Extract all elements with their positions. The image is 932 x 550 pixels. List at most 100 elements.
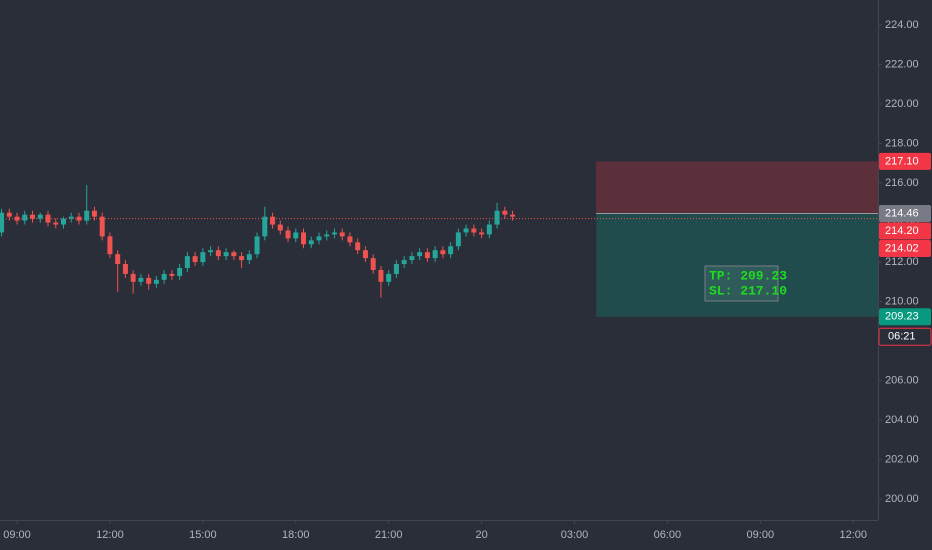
candle-body bbox=[130, 273, 136, 282]
y-tick-label: 206.00 bbox=[885, 374, 919, 386]
candle-body bbox=[293, 232, 299, 239]
x-tick-label: 09:00 bbox=[3, 529, 31, 541]
y-tick-label: 224.00 bbox=[885, 19, 919, 31]
candle-body bbox=[479, 232, 485, 235]
candle-body bbox=[262, 216, 268, 237]
x-tick-label: 06:00 bbox=[654, 529, 682, 541]
candle-body bbox=[463, 228, 469, 233]
candle-body bbox=[347, 236, 353, 243]
candle-body bbox=[277, 224, 283, 231]
candle-body bbox=[53, 222, 59, 225]
candle-body bbox=[146, 277, 152, 284]
x-tick-label: 12:00 bbox=[839, 529, 867, 541]
candle-body bbox=[84, 210, 90, 221]
candle-body bbox=[432, 250, 438, 259]
candle-body bbox=[362, 250, 368, 259]
candle-body bbox=[424, 252, 430, 259]
candle-body bbox=[471, 228, 477, 233]
candle-body bbox=[68, 216, 74, 219]
y-tick-label: 212.00 bbox=[885, 256, 919, 268]
candle-body bbox=[223, 252, 229, 257]
x-tick-label: 03:00 bbox=[561, 529, 589, 541]
candle-body bbox=[99, 216, 105, 237]
candle-body bbox=[455, 232, 461, 247]
candle-body bbox=[231, 252, 237, 257]
x-tick-label: 15:00 bbox=[189, 529, 217, 541]
candle-body bbox=[494, 210, 500, 225]
candle-body bbox=[215, 250, 221, 257]
stop-zone bbox=[596, 161, 878, 214]
candle-body bbox=[254, 236, 260, 255]
candle-body bbox=[486, 224, 492, 235]
candle-body bbox=[239, 256, 245, 261]
candle-body bbox=[246, 254, 252, 261]
countdown-bg bbox=[878, 327, 932, 346]
candle-body bbox=[122, 264, 128, 274]
candle-body bbox=[301, 232, 307, 245]
candle-body bbox=[153, 279, 159, 284]
candle-body bbox=[510, 214, 516, 217]
candle-body bbox=[169, 273, 175, 276]
candle-body bbox=[393, 264, 399, 274]
candle-body bbox=[409, 256, 415, 261]
price-label: 214.02 bbox=[885, 242, 919, 254]
price-label: 209.23 bbox=[885, 311, 919, 323]
candle-body bbox=[60, 218, 66, 225]
candle-body bbox=[417, 252, 423, 257]
candle-body bbox=[177, 267, 183, 276]
candle-body bbox=[76, 216, 82, 221]
candle-body bbox=[331, 232, 337, 235]
candle-body bbox=[378, 269, 384, 282]
candle-body bbox=[138, 277, 144, 282]
countdown: 06:21 bbox=[888, 331, 916, 343]
candle-body bbox=[401, 260, 407, 265]
candle-body bbox=[0, 212, 5, 233]
candle-body bbox=[115, 254, 121, 265]
price-label: 214.20 bbox=[885, 225, 919, 237]
y-tick-label: 216.00 bbox=[885, 177, 919, 189]
candle-body bbox=[370, 258, 376, 270]
candle-body bbox=[208, 250, 214, 253]
y-tick-label: 210.00 bbox=[885, 295, 919, 307]
candle-body bbox=[22, 214, 28, 221]
price-label-bg bbox=[879, 308, 931, 326]
candle-body bbox=[324, 234, 330, 237]
x-tick-label: 21:00 bbox=[375, 529, 403, 541]
candle-body bbox=[30, 214, 36, 219]
candle-body bbox=[386, 273, 392, 282]
y-tick-label: 202.00 bbox=[885, 453, 919, 465]
price-label: 214.46 bbox=[885, 207, 919, 219]
x-tick-label: 09:00 bbox=[747, 529, 775, 541]
annotation-text: TP: 209.23 bbox=[709, 268, 787, 283]
price-label-bg bbox=[879, 239, 931, 257]
y-tick-label: 218.00 bbox=[885, 137, 919, 149]
candle-body bbox=[285, 230, 291, 239]
candle-body bbox=[107, 236, 113, 255]
candle-body bbox=[37, 214, 43, 219]
candle-body bbox=[192, 256, 198, 263]
candle-body bbox=[308, 240, 314, 245]
candle-body bbox=[91, 210, 97, 217]
price-label-bg bbox=[879, 204, 931, 222]
y-tick-label: 222.00 bbox=[885, 58, 919, 70]
candle-body bbox=[6, 212, 12, 217]
candle-body bbox=[161, 273, 167, 280]
price-label-bg bbox=[879, 222, 931, 240]
candle-body bbox=[184, 256, 190, 268]
candle-body bbox=[200, 252, 206, 263]
y-tick-label: 200.00 bbox=[885, 493, 919, 505]
y-tick-label: 220.00 bbox=[885, 98, 919, 110]
y-tick-label: 204.00 bbox=[885, 414, 919, 426]
candle-body bbox=[502, 210, 508, 215]
price-label: 217.10 bbox=[885, 155, 919, 167]
annotation-text: SL: 217.10 bbox=[709, 283, 787, 298]
candle-body bbox=[339, 232, 345, 237]
candle-body bbox=[45, 214, 51, 223]
candle-body bbox=[270, 216, 276, 225]
x-tick-label: 12:00 bbox=[96, 529, 124, 541]
x-tick-label: 20 bbox=[475, 529, 487, 541]
price-label-bg bbox=[879, 152, 931, 170]
candle-body bbox=[355, 242, 361, 251]
candle-body bbox=[14, 216, 20, 221]
